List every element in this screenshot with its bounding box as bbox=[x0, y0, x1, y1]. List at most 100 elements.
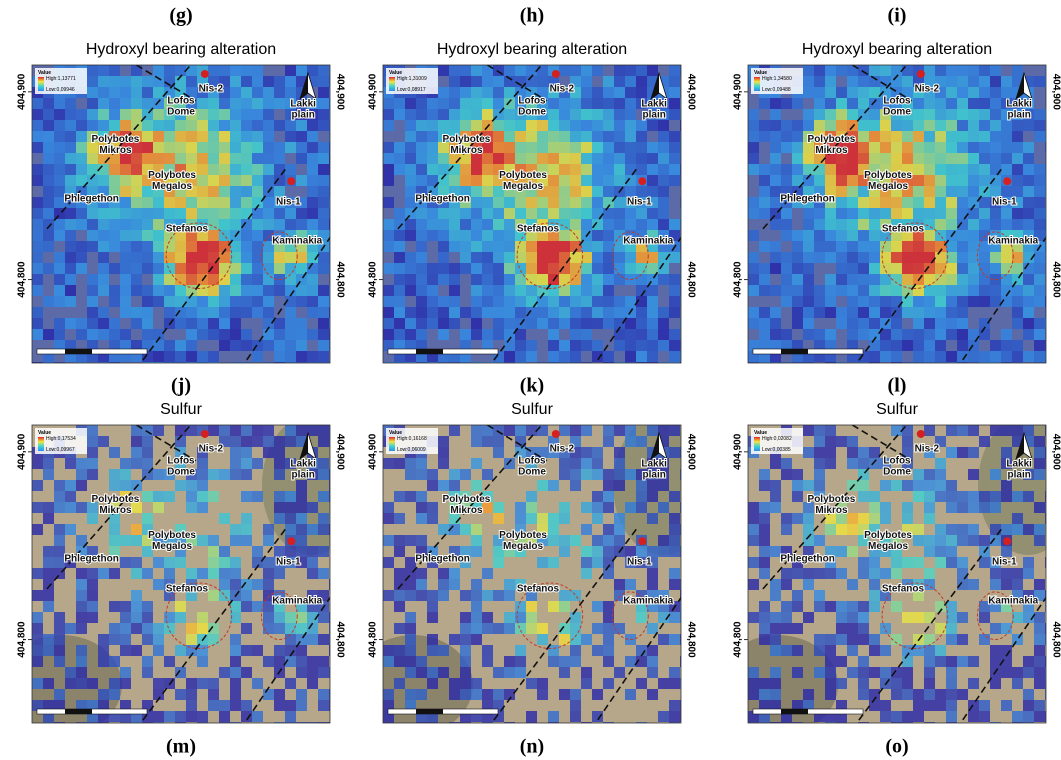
heat-cell bbox=[504, 153, 515, 164]
heat-cell bbox=[770, 612, 781, 623]
heat-cell bbox=[186, 568, 197, 579]
heat-cell bbox=[230, 689, 241, 700]
heat-cell bbox=[559, 109, 570, 120]
heat-cell bbox=[603, 678, 614, 689]
heat-cell bbox=[592, 502, 603, 513]
heat-cell bbox=[924, 722, 935, 733]
heat-cell bbox=[669, 678, 680, 689]
heat-cell bbox=[1023, 219, 1034, 230]
heat-cell bbox=[869, 458, 880, 469]
heat-cell bbox=[76, 362, 87, 373]
heat-cell bbox=[307, 722, 318, 733]
heat-cell bbox=[307, 524, 318, 535]
heat-cell bbox=[979, 634, 990, 645]
heat-cell bbox=[120, 645, 131, 656]
heat-cell bbox=[32, 263, 43, 274]
heat-cell bbox=[979, 131, 990, 142]
heat-cell bbox=[669, 491, 680, 502]
heat-cell bbox=[252, 436, 263, 447]
heat-cell bbox=[263, 120, 274, 131]
heat-cell bbox=[1001, 120, 1012, 131]
heat-cell bbox=[946, 186, 957, 197]
heat-cell bbox=[990, 340, 1001, 351]
heat-cell bbox=[493, 513, 504, 524]
heat-cell bbox=[460, 667, 471, 678]
heat-cell bbox=[142, 307, 153, 318]
heat-cell bbox=[946, 109, 957, 120]
heat-cell bbox=[680, 502, 691, 513]
heat-cell bbox=[979, 285, 990, 296]
heat-cell bbox=[296, 480, 307, 491]
heat-cell bbox=[968, 241, 979, 252]
heat-cell bbox=[781, 219, 792, 230]
heat-cell bbox=[65, 480, 76, 491]
heat-cell bbox=[438, 568, 449, 579]
heat-cell bbox=[65, 241, 76, 252]
heat-cell bbox=[252, 142, 263, 153]
heat-cell bbox=[957, 131, 968, 142]
heat-cell bbox=[814, 436, 825, 447]
heat-cell bbox=[814, 590, 825, 601]
heat-cell bbox=[120, 535, 131, 546]
heat-cell bbox=[241, 131, 252, 142]
heat-cell bbox=[109, 164, 120, 175]
heat-cell bbox=[32, 120, 43, 131]
heat-cell bbox=[493, 120, 504, 131]
heat-cell bbox=[208, 197, 219, 208]
heat-cell bbox=[1001, 186, 1012, 197]
heat-cell bbox=[405, 164, 416, 175]
heat-cell bbox=[416, 219, 427, 230]
heat-cell bbox=[559, 458, 570, 469]
heat-cell bbox=[65, 296, 76, 307]
heat-cell bbox=[318, 612, 329, 623]
heat-cell bbox=[924, 109, 935, 120]
heat-cell bbox=[636, 546, 647, 557]
heat-cell bbox=[1023, 120, 1034, 131]
heat-cell bbox=[581, 634, 592, 645]
heat-cell bbox=[394, 263, 405, 274]
heat-cell bbox=[460, 230, 471, 241]
heat-cell bbox=[219, 186, 230, 197]
heat-cell bbox=[460, 109, 471, 120]
heat-cell bbox=[979, 197, 990, 208]
heat-cell bbox=[219, 120, 230, 131]
heat-cell bbox=[680, 524, 691, 535]
heat-cell bbox=[526, 425, 537, 436]
heat-cell bbox=[891, 65, 902, 76]
heat-cell bbox=[581, 425, 592, 436]
place-label: Mikros bbox=[450, 145, 483, 156]
heat-cell bbox=[460, 87, 471, 98]
heat-cell bbox=[405, 285, 416, 296]
heat-cell bbox=[570, 711, 581, 722]
heat-cell bbox=[65, 491, 76, 502]
heat-cell bbox=[759, 612, 770, 623]
heat-cell bbox=[329, 142, 340, 153]
heat-cell bbox=[537, 634, 548, 645]
heat-cell bbox=[625, 153, 636, 164]
heat-cell bbox=[131, 263, 142, 274]
heat-cell bbox=[979, 208, 990, 219]
heat-cell bbox=[658, 307, 669, 318]
heat-cell bbox=[968, 502, 979, 513]
place-label: Nis-1 bbox=[627, 197, 652, 208]
heat-cell bbox=[1045, 351, 1056, 362]
heat-cell bbox=[186, 329, 197, 340]
heat-cell bbox=[1034, 164, 1045, 175]
panel-letter: (i) bbox=[888, 5, 907, 27]
dome-marker bbox=[638, 537, 646, 545]
heat-cell bbox=[1034, 612, 1045, 623]
heat-cell bbox=[658, 634, 669, 645]
heat-cell bbox=[803, 65, 814, 76]
place-label: Polybotes bbox=[808, 134, 856, 145]
legend-high: High:1,13771 bbox=[46, 76, 76, 82]
heat-cell bbox=[924, 689, 935, 700]
heat-cell bbox=[285, 65, 296, 76]
heat-cell bbox=[186, 711, 197, 722]
heat-cell bbox=[869, 568, 880, 579]
heat-cell bbox=[1001, 579, 1012, 590]
heat-cell bbox=[902, 656, 913, 667]
heat-cell bbox=[1045, 175, 1056, 186]
heat-cell bbox=[65, 524, 76, 535]
heat-cell bbox=[208, 307, 219, 318]
heat-cell bbox=[625, 546, 636, 557]
